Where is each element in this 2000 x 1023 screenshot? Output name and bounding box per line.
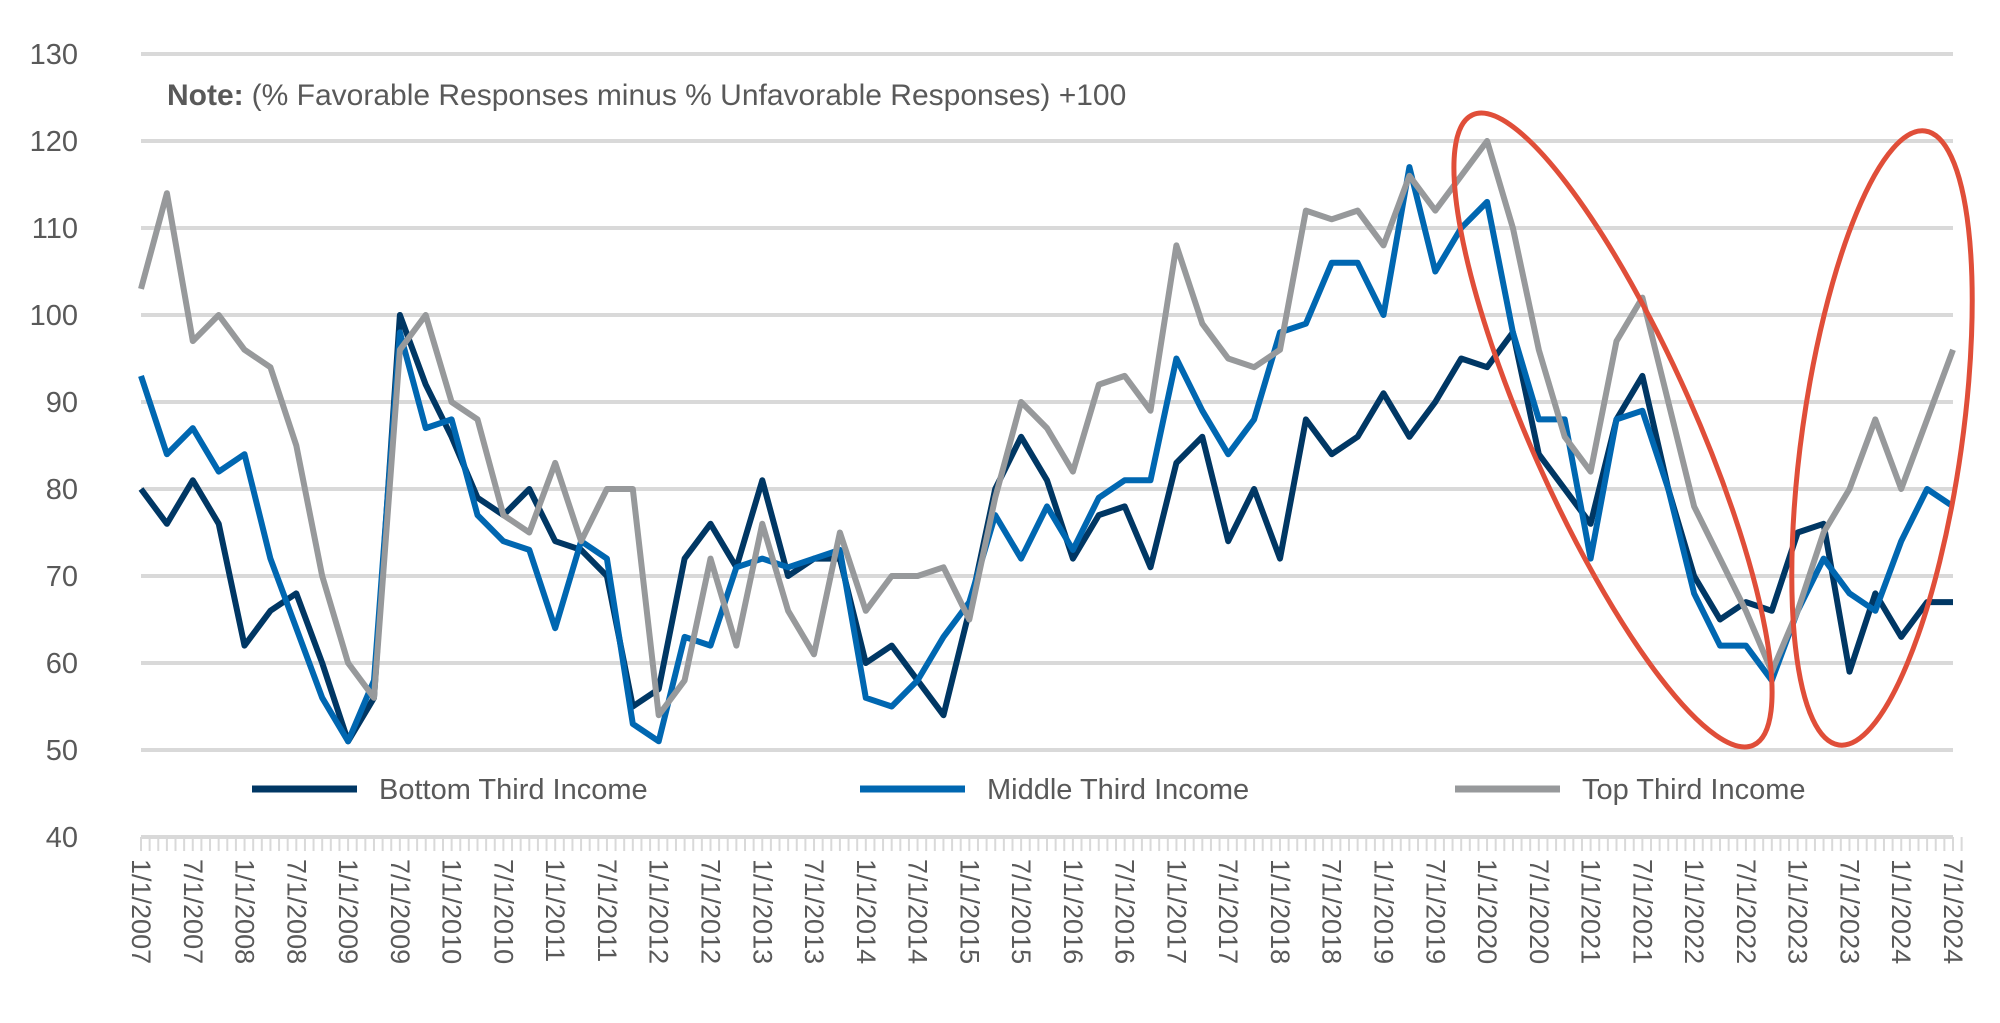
x-tick-label: 7/1/2010	[488, 859, 518, 964]
annotation-ellipses	[1451, 110, 1975, 750]
x-tick-label: 1/1/2015	[954, 859, 984, 964]
y-tick-label: 70	[46, 561, 78, 593]
x-tick-label: 7/1/2008	[281, 859, 311, 964]
y-tick-label: 100	[30, 300, 78, 332]
x-tick-label: 1/1/2022	[1679, 859, 1709, 964]
y-tick-label: 80	[46, 474, 78, 506]
x-tick-label: 7/1/2019	[1420, 859, 1450, 964]
x-tick-label: 1/1/2024	[1886, 859, 1916, 964]
x-tick-label: 1/1/2011	[540, 859, 570, 962]
x-tick-label: 1/1/2013	[747, 859, 777, 964]
series-lines	[138, 138, 1956, 745]
x-tick-label: 7/1/2023	[1834, 859, 1864, 964]
chart-note: Note: (% Favorable Responses minus % Unfa…	[167, 79, 1126, 112]
legend-item: Bottom Third Income	[252, 774, 648, 806]
note-label: Note:	[167, 79, 244, 112]
legend-item: Middle Third Income	[860, 774, 1249, 806]
x-tick-label: 1/1/2010	[437, 859, 467, 964]
x-tick-label: 7/1/2015	[1006, 859, 1036, 964]
legend-label: Top Third Income	[1582, 774, 1806, 806]
x-tick-label: 1/1/2019	[1369, 859, 1399, 964]
x-tick-label: 1/1/2009	[333, 859, 363, 964]
legend-label: Middle Third Income	[987, 774, 1249, 806]
y-tick-label: 50	[46, 735, 78, 767]
x-tick-label: 7/1/2013	[799, 859, 829, 964]
annotation-ellipse-2020-2022	[1451, 110, 1775, 750]
y-tick-label: 90	[46, 387, 78, 419]
x-tick-label: 7/1/2018	[1317, 859, 1347, 964]
series-line-middle-third-income	[138, 164, 1955, 745]
x-axis: 1/1/2007 7/1/2007 1/1/2008 7/1/2008 1/1/2009…	[126, 837, 1968, 964]
x-tick-label: 1/1/2008	[230, 859, 260, 964]
x-tick-label: 7/1/2017	[1213, 859, 1243, 964]
x-tick-label: 1/1/2020	[1472, 859, 1502, 964]
x-tick-label: 7/1/2007	[178, 859, 208, 964]
x-tick-label: 1/1/2016	[1058, 859, 1088, 964]
x-tick-label: 7/1/2020	[1524, 859, 1554, 964]
x-tick-label: 7/1/2011	[592, 859, 622, 962]
x-tick-label: 7/1/2009	[385, 859, 415, 964]
x-tick-label: 7/1/2016	[1110, 859, 1140, 964]
x-tick-label: 1/1/2007	[126, 859, 156, 964]
y-tick-label: 120	[30, 126, 78, 158]
x-tick-label: 1/1/2017	[1161, 859, 1191, 964]
legend-item: Top Third Income	[1455, 774, 1806, 806]
x-tick-label: 1/1/2012	[644, 859, 674, 964]
x-tick-label: 1/1/2023	[1783, 859, 1813, 964]
x-tick-label: 7/1/2021	[1627, 859, 1657, 964]
y-axis-ticks: 40 50 60 70 80 90 100 110 120 130	[30, 39, 78, 854]
x-tick-label: 7/1/2024	[1938, 859, 1968, 964]
x-tick-label: 1/1/2014	[851, 859, 881, 964]
x-tick-label: 7/1/2012	[695, 859, 725, 964]
series-line-top-third-income	[138, 138, 1956, 719]
x-tick-label: 7/1/2022	[1731, 859, 1761, 964]
x-tick-label: 1/1/2018	[1265, 859, 1295, 964]
x-tick-label: 1/1/2021	[1576, 859, 1606, 964]
y-tick-label: 110	[32, 213, 78, 245]
y-tick-label: 130	[30, 39, 78, 71]
x-tick-label: 7/1/2014	[903, 859, 933, 964]
annotation-ellipse-2023-2024	[1789, 128, 1975, 748]
y-tick-label: 40	[46, 822, 78, 854]
note-text: (% Favorable Responses minus % Unfavorab…	[252, 79, 1127, 112]
legend: Bottom Third Income Middle Third Income To…	[252, 774, 1806, 806]
legend-label: Bottom Third Income	[379, 774, 648, 806]
y-tick-label: 60	[46, 648, 78, 680]
